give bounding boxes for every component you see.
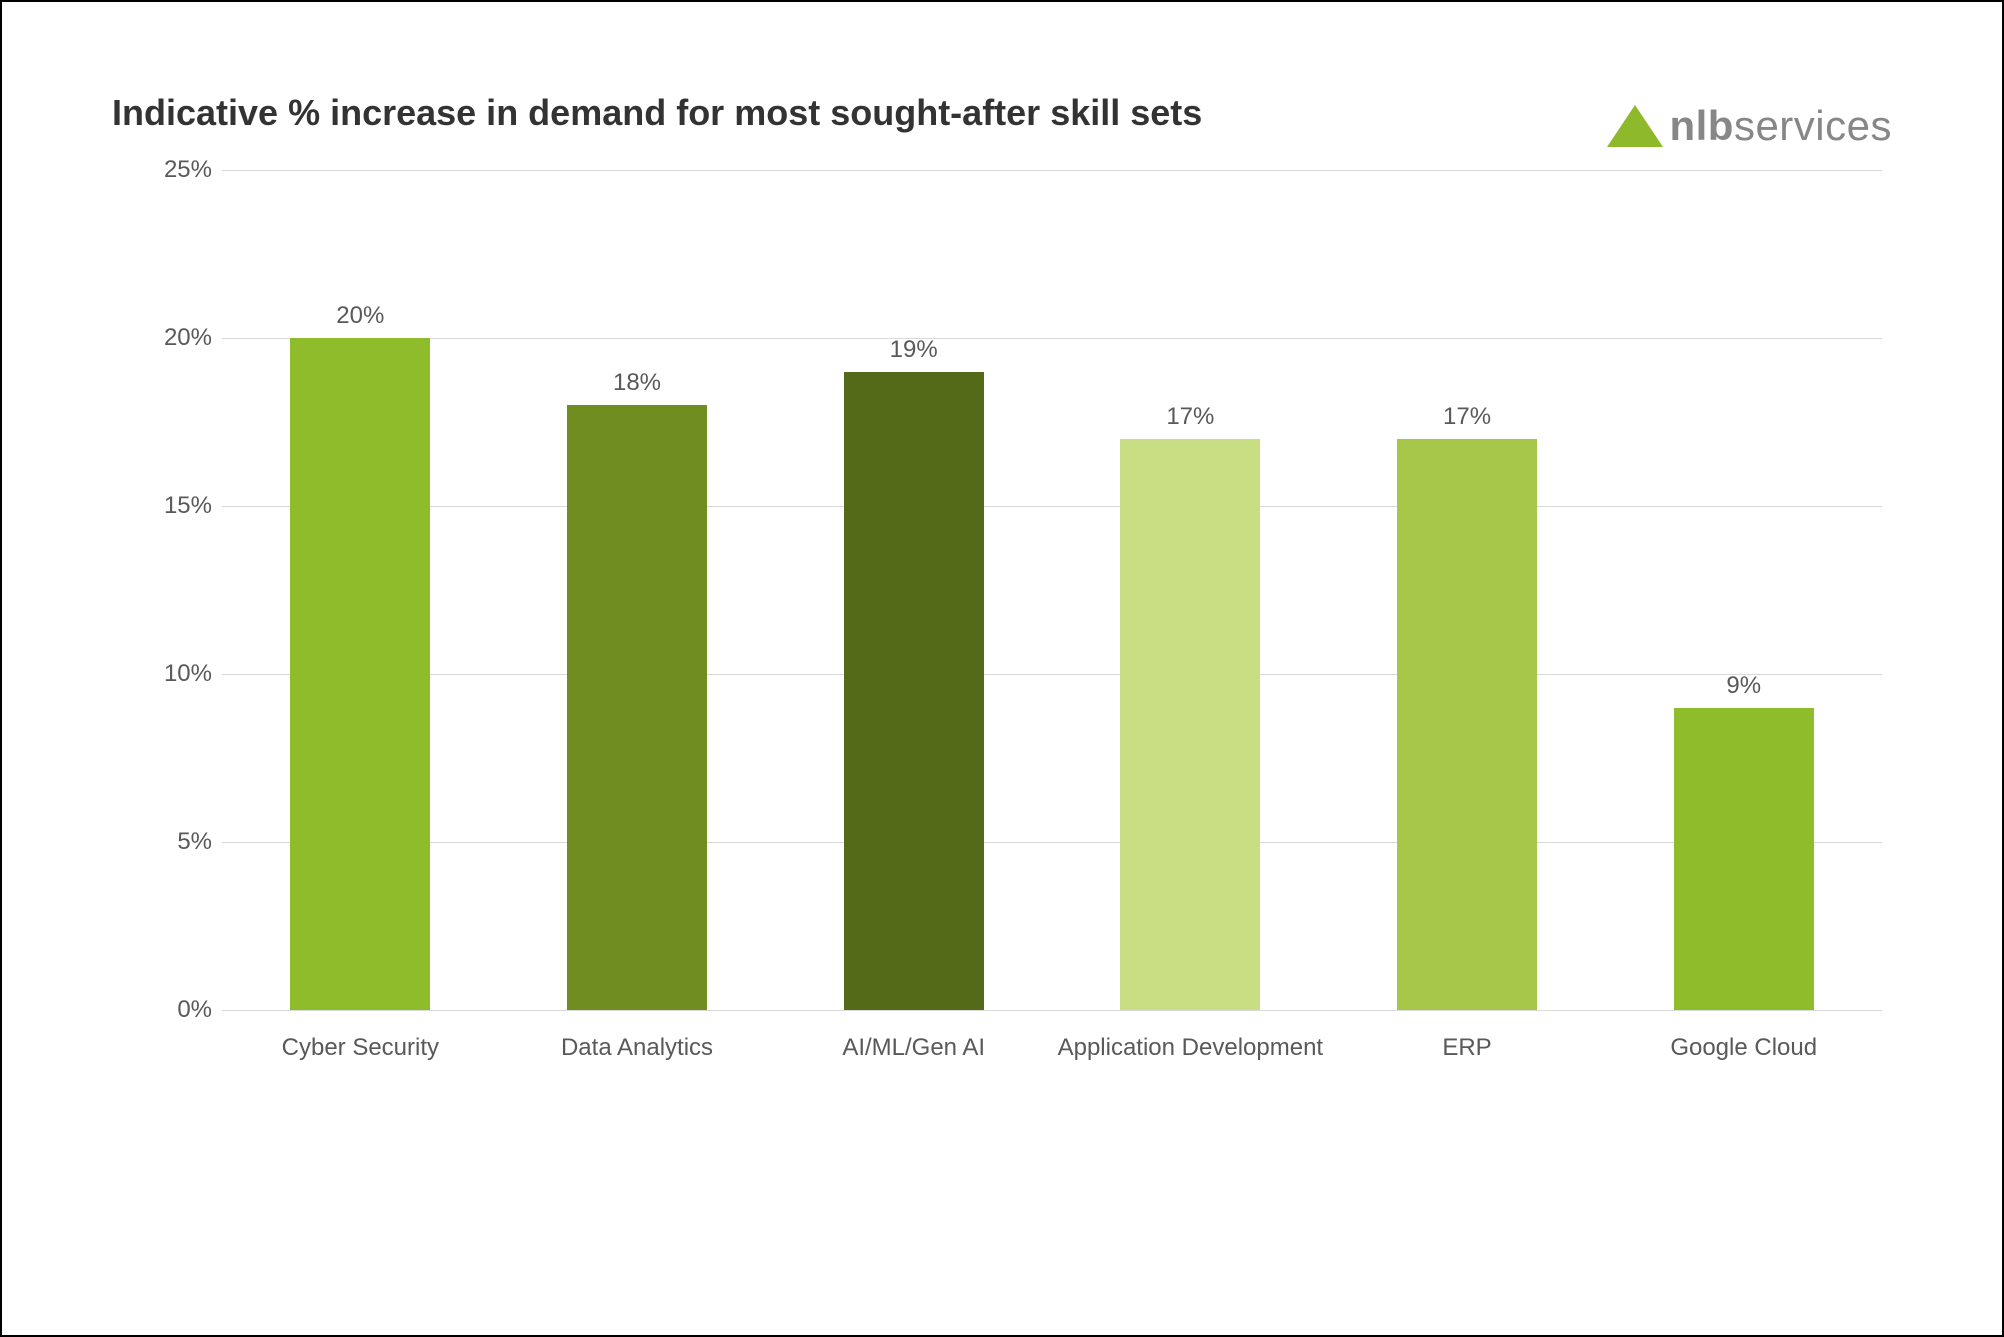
y-tick-label: 15% — [142, 492, 212, 520]
header-row: Indicative % increase in demand for most… — [82, 52, 1922, 150]
gridline — [222, 1010, 1882, 1011]
chart-area: 0%5%10%15%20%25% 20%18%19%17%17%9% Cyber… — [142, 170, 1882, 1070]
y-tick-label: 10% — [142, 660, 212, 688]
bars-row: 20% 18% 19% 17% 17% 9% — [222, 170, 1882, 1010]
bar: 19% — [844, 372, 984, 1010]
bar: 17% — [1397, 439, 1537, 1010]
y-tick-label: 5% — [142, 828, 212, 856]
bar-slot: 17% — [1052, 170, 1329, 1010]
y-tick-label: 20% — [142, 324, 212, 352]
x-tick-label: Cyber Security — [222, 1020, 499, 1070]
logo-triangle-icon — [1607, 105, 1663, 147]
bar-value-label: 9% — [1726, 672, 1761, 700]
x-tick-label: AI/ML/Gen AI — [775, 1020, 1052, 1070]
bar: 18% — [567, 405, 707, 1010]
y-tick-label: 0% — [142, 996, 212, 1024]
bar-slot: 19% — [775, 170, 1052, 1010]
plot-area: 20% 18% 19% 17% 17% 9% — [222, 170, 1882, 1010]
x-tick-label: Google Cloud — [1605, 1020, 1882, 1070]
bar: 9% — [1674, 708, 1814, 1010]
bar-value-label: 17% — [1166, 403, 1214, 431]
y-tick-label: 25% — [142, 156, 212, 184]
bar-slot: 20% — [222, 170, 499, 1010]
x-tick-label: ERP — [1329, 1020, 1606, 1070]
bar: 17% — [1120, 439, 1260, 1010]
bar-slot: 9% — [1605, 170, 1882, 1010]
chart-title: Indicative % increase in demand for most… — [112, 92, 1202, 134]
bar-value-label: 19% — [890, 336, 938, 364]
logo-text-bold: nlb — [1669, 102, 1733, 149]
bar: 20% — [290, 338, 430, 1010]
bar-value-label: 18% — [613, 369, 661, 397]
bar-value-label: 20% — [336, 302, 384, 330]
logo: nlbservices — [1607, 102, 1892, 150]
x-axis-labels: Cyber SecurityData AnalyticsAI/ML/Gen AI… — [222, 1020, 1882, 1070]
logo-text-light: services — [1734, 102, 1892, 149]
bar-value-label: 17% — [1443, 403, 1491, 431]
bar-slot: 18% — [499, 170, 776, 1010]
logo-text: nlbservices — [1669, 102, 1892, 150]
bar-slot: 17% — [1329, 170, 1606, 1010]
x-tick-label: Data Analytics — [499, 1020, 776, 1070]
chart-frame: Indicative % increase in demand for most… — [0, 0, 2004, 1337]
x-tick-label: Application Development — [1052, 1020, 1329, 1070]
